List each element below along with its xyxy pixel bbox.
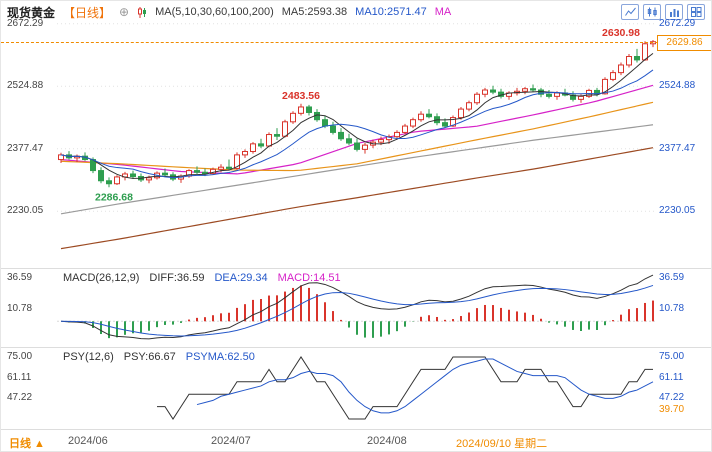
left-axis-label: 2230.05 xyxy=(7,205,44,217)
panel-divider xyxy=(1,347,711,348)
chart-header: 现货黄金 【日线】 ⊕ MA(5,10,30,60,100,200) MA5:2… xyxy=(1,1,711,23)
chart-toolbar xyxy=(621,4,705,20)
ma5-value: MA5:2593.38 xyxy=(281,6,348,18)
left-axis-label: 61.11 xyxy=(7,371,32,383)
macd-hist-value: MACD:14.51 xyxy=(277,272,341,284)
left-axis-label: 47.22 xyxy=(7,392,33,404)
candlestick-chart-icon[interactable] xyxy=(643,4,661,20)
macd-indicator-header: MACD(26,12,9) DIFF:36.59 DEA:29.34 MACD:… xyxy=(63,272,341,284)
ma-truncated-label: MA xyxy=(434,6,452,18)
right-axis-label: 2230.05 xyxy=(659,205,696,217)
time-axis: 日线 ▲ 2024/06 2024/07 2024/08 2024/09/10 … xyxy=(1,429,711,451)
ma-settings-label[interactable]: MA(5,10,30,60,100,200) xyxy=(155,6,274,18)
panel-divider xyxy=(1,268,711,269)
right-axis-label: 2524.88 xyxy=(659,80,696,92)
period-selector[interactable]: 日线 ▲ xyxy=(9,438,45,450)
x-axis-label: 2024/06 xyxy=(68,435,108,447)
left-axis-label: 2524.88 xyxy=(7,80,44,92)
svg-text:2630.98: 2630.98 xyxy=(602,27,640,39)
circle-plus-icon[interactable]: ⊕ xyxy=(119,5,130,19)
ma10-value: MA10:2571.47 xyxy=(355,6,427,18)
psy-value: PSY:66.67 xyxy=(123,351,176,363)
psy-indicator-header: PSY(12,6) PSY:66.67 PSYMA:62.50 xyxy=(63,351,255,363)
left-price-axis: 2672.29 2524.88 2377.47 2230.05 36.59 10.78 75… xyxy=(7,1,59,451)
right-axis-label: 47.22 xyxy=(659,392,685,404)
bar-chart-icon[interactable] xyxy=(665,4,683,20)
svg-text:2483.56: 2483.56 xyxy=(282,90,320,102)
right-axis-label: 75.00 xyxy=(659,350,685,362)
macd-diff-value: DIFF:36.59 xyxy=(149,272,205,284)
right-axis-label: 36.59 xyxy=(659,272,685,284)
psy-title[interactable]: PSY(12,6) xyxy=(63,351,114,363)
right-axis-label: 2377.47 xyxy=(659,142,696,154)
line-chart-icon[interactable] xyxy=(621,4,639,20)
macd-title[interactable]: MACD(26,12,9) xyxy=(63,272,140,284)
right-axis-label: 10.78 xyxy=(659,302,685,314)
x-axis-label: 2024/08 xyxy=(367,435,407,447)
period-label[interactable]: 【日线】 xyxy=(63,5,112,20)
x-axis-label-current: 2024/09/10 星期二 xyxy=(456,438,548,450)
left-axis-label: 2377.47 xyxy=(7,142,44,154)
right-price-axis: 2672.29 2524.88 2377.47 2230.05 36.59 10.78 75… xyxy=(659,1,711,451)
macd-dea-value: DEA:29.34 xyxy=(214,272,268,284)
svg-text:2286.68: 2286.68 xyxy=(95,191,133,203)
left-axis-label: 75.00 xyxy=(7,350,33,362)
current-price-badge: 2629.86 xyxy=(657,35,711,51)
left-axis-label: 10.78 xyxy=(7,302,33,314)
right-axis-label: 39.70 xyxy=(659,403,685,415)
price-chart-canvas[interactable]: 2630.98 2483.56 2286.68 xyxy=(57,23,657,429)
left-axis-label: 36.59 xyxy=(7,272,33,284)
psyma-value: PSYMA:62.50 xyxy=(185,351,255,363)
x-axis-label: 2024/07 xyxy=(211,435,251,447)
right-axis-label: 61.11 xyxy=(659,371,684,383)
instrument-name: 现货黄金 xyxy=(7,5,56,20)
grid-icon[interactable] xyxy=(687,4,705,20)
candlestick-icon xyxy=(137,6,147,19)
current-price-line xyxy=(1,42,658,43)
